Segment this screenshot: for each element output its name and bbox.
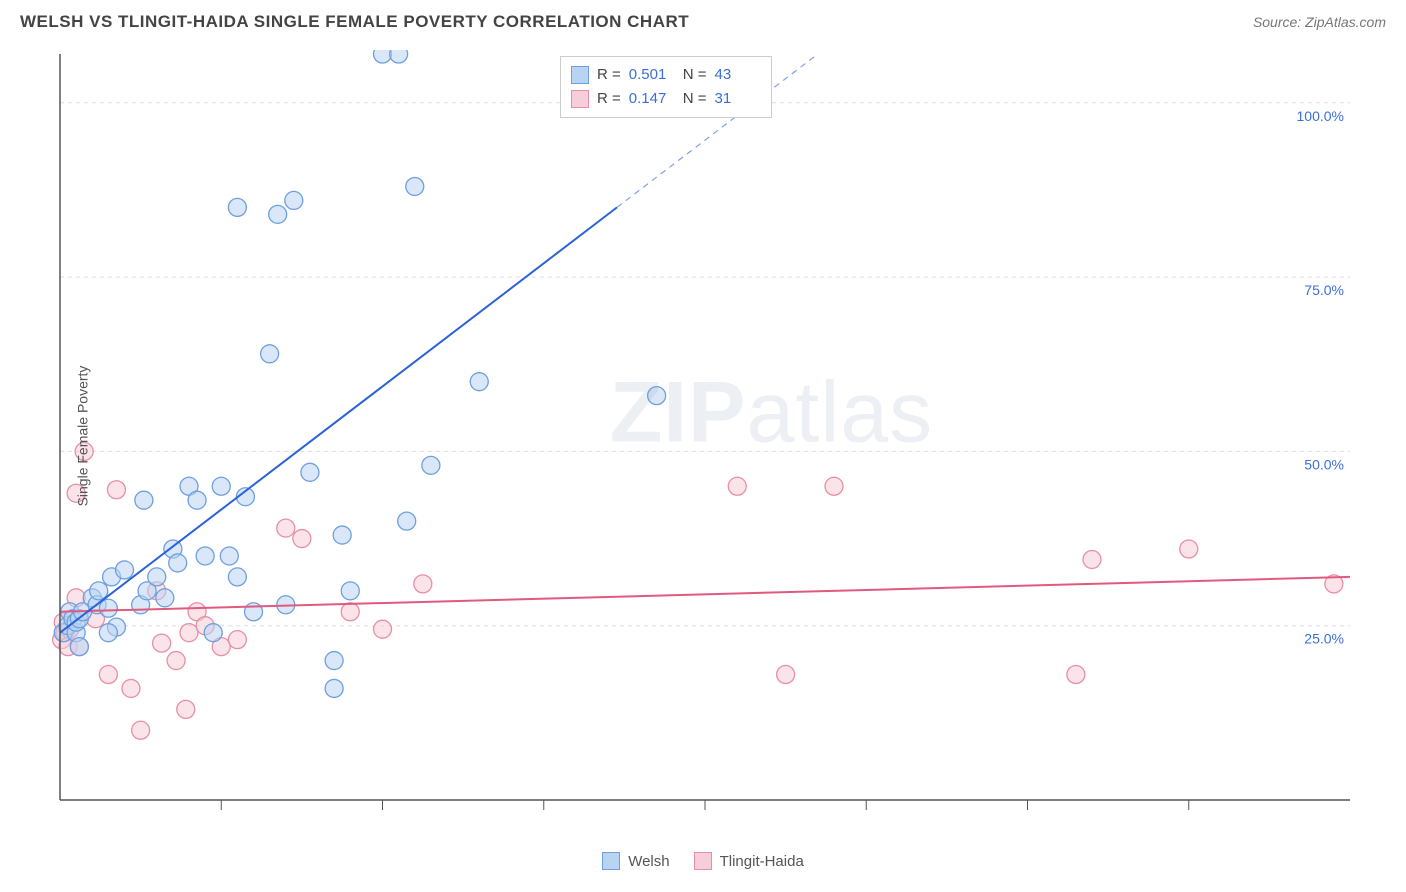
bottom-legend: Welsh Tlingit-Haida — [0, 852, 1406, 870]
svg-text:25.0%: 25.0% — [1304, 631, 1344, 647]
stat-r-value-2: 0.147 — [629, 87, 675, 111]
legend-item-series2: Tlingit-Haida — [694, 852, 804, 870]
svg-text:50.0%: 50.0% — [1304, 456, 1344, 472]
swatch-series2 — [571, 90, 589, 108]
chart-header: WELSH VS TLINGIT-HAIDA SINGLE FEMALE POV… — [0, 0, 1406, 40]
stat-r-label: R = — [597, 87, 621, 111]
svg-text:75.0%: 75.0% — [1304, 282, 1344, 298]
stats-row-series2: R = 0.147 N = 31 — [571, 87, 761, 111]
stat-n-value-1: 43 — [715, 63, 761, 87]
stat-n-label: N = — [683, 87, 707, 111]
stat-r-label: R = — [597, 63, 621, 87]
legend-label-1: Welsh — [628, 853, 669, 870]
stats-row-series1: R = 0.501 N = 43 — [571, 63, 761, 87]
scatter-chart: 25.0%50.0%75.0%100.0%0.0%80.0% — [50, 50, 1370, 810]
stats-legend: R = 0.501 N = 43 R = 0.147 N = 31 — [560, 56, 772, 118]
svg-text:100.0%: 100.0% — [1297, 108, 1344, 124]
stat-n-label: N = — [683, 63, 707, 87]
swatch-series1 — [571, 66, 589, 84]
stat-n-value-2: 31 — [715, 87, 761, 111]
chart-title: WELSH VS TLINGIT-HAIDA SINGLE FEMALE POV… — [20, 12, 689, 32]
stat-r-value-1: 0.501 — [629, 63, 675, 87]
chart-area: Single Female Poverty ZIPatlas 25.0%50.0… — [50, 50, 1386, 822]
swatch-series2 — [694, 852, 712, 870]
legend-label-2: Tlingit-Haida — [720, 853, 804, 870]
legend-item-series1: Welsh — [602, 852, 669, 870]
y-axis-label: Single Female Poverty — [74, 366, 90, 507]
swatch-series1 — [602, 852, 620, 870]
source-label: Source: ZipAtlas.com — [1253, 14, 1386, 30]
